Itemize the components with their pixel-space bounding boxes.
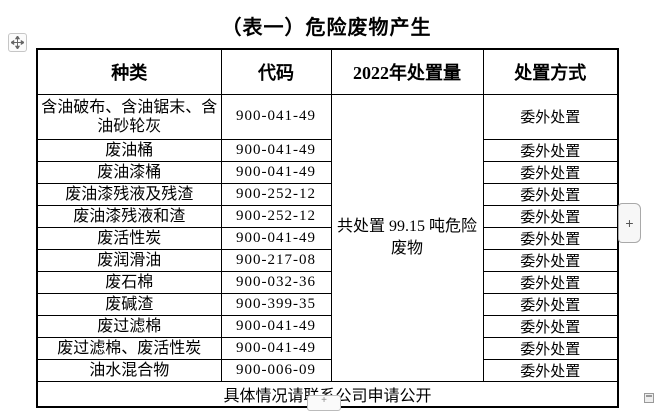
code-cell[interactable]: 900-041-49 <box>220 160 332 184</box>
method-cell[interactable]: 委外处置 <box>482 292 619 316</box>
method-cell[interactable]: 委外处置 <box>482 93 619 140</box>
table-move-handle[interactable] <box>8 33 27 52</box>
type-cell[interactable]: 废油桶 <box>36 138 222 162</box>
table-header-row: 种类 代码 2022年处置量 处置方式 <box>36 48 619 95</box>
type-cell[interactable]: 废油漆桶 <box>36 160 222 184</box>
type-cell[interactable]: 废油漆残液和渣 <box>36 204 222 228</box>
table-row: 废油漆残液及残渣 900-252-12 委外处置 <box>36 182 619 206</box>
type-cell[interactable]: 油水混合物 <box>36 358 222 382</box>
resize-grip-icon[interactable] <box>644 393 654 403</box>
code-cell[interactable]: 900-032-36 <box>220 270 332 294</box>
code-cell[interactable]: 900-006-09 <box>220 358 332 382</box>
table-row: 废油漆桶 900-041-49 委外处置 <box>36 160 619 184</box>
method-cell[interactable]: 委外处置 <box>482 182 619 206</box>
code-cell[interactable]: 900-217-08 <box>220 248 332 272</box>
header-method[interactable]: 处置方式 <box>482 48 619 95</box>
header-type[interactable]: 种类 <box>36 48 222 95</box>
table-row: 废油漆残液和渣 900-252-12 委外处置 <box>36 204 619 228</box>
code-cell[interactable]: 900-252-12 <box>220 182 332 206</box>
method-cell[interactable]: 委外处置 <box>482 226 619 250</box>
table-row: 废石棉 900-032-36 委外处置 <box>36 270 619 294</box>
insert-column-button[interactable]: + <box>618 203 641 243</box>
code-cell[interactable]: 900-041-49 <box>220 226 332 250</box>
page-title[interactable]: （表一）危险废物产生 <box>221 17 432 39</box>
type-cell[interactable]: 废润滑油 <box>36 248 222 272</box>
table-row: 废活性炭 900-041-49 委外处置 <box>36 226 619 250</box>
code-cell[interactable]: 900-041-49 <box>220 93 332 140</box>
code-cell[interactable]: 900-041-49 <box>220 336 332 360</box>
type-cell[interactable]: 废过滤棉 <box>36 314 222 338</box>
type-cell[interactable]: 废过滤棉、废活性炭 <box>36 336 222 360</box>
method-cell[interactable]: 委外处置 <box>482 336 619 360</box>
header-code[interactable]: 代码 <box>220 48 332 95</box>
type-cell[interactable]: 废石棉 <box>36 270 222 294</box>
code-cell[interactable]: 900-041-49 <box>220 138 332 162</box>
table-row: 油水混合物 900-006-09 委外处置 <box>36 358 619 382</box>
disposal-total-cell[interactable]: 共处置 99.15 吨危险废物 <box>330 93 484 382</box>
hazardous-waste-table: 种类 代码 2022年处置量 处置方式 含油破布、含油锯末、含油砂轮灰 900-… <box>36 48 619 408</box>
method-cell[interactable]: 委外处置 <box>482 270 619 294</box>
method-cell[interactable]: 委外处置 <box>482 138 619 162</box>
move-icon <box>11 36 24 49</box>
method-cell[interactable]: 委外处置 <box>482 358 619 382</box>
type-cell[interactable]: 废活性炭 <box>36 226 222 250</box>
method-cell[interactable]: 委外处置 <box>482 248 619 272</box>
type-cell[interactable]: 含油破布、含油锯末、含油砂轮灰 <box>36 93 222 140</box>
code-cell[interactable]: 900-399-35 <box>220 292 332 316</box>
table-row: 废油桶 900-041-49 委外处置 <box>36 138 619 162</box>
table-row: 废碱渣 900-399-35 委外处置 <box>36 292 619 316</box>
method-cell[interactable]: 委外处置 <box>482 314 619 338</box>
table-row: 废润滑油 900-217-08 委外处置 <box>36 248 619 272</box>
table-row: 废过滤棉 900-041-49 委外处置 <box>36 314 619 338</box>
type-cell[interactable]: 废油漆残液及残渣 <box>36 182 222 206</box>
type-cell[interactable]: 废碱渣 <box>36 292 222 316</box>
insert-row-button[interactable]: + <box>307 395 341 411</box>
code-cell[interactable]: 900-041-49 <box>220 314 332 338</box>
table-row: 废过滤棉、废活性炭 900-041-49 委外处置 <box>36 336 619 360</box>
table-row: 含油破布、含油锯末、含油砂轮灰 900-041-49 共处置 99.15 吨危险… <box>36 93 619 382</box>
header-amount[interactable]: 2022年处置量 <box>330 48 484 95</box>
method-cell[interactable]: 委外处置 <box>482 204 619 228</box>
code-cell[interactable]: 900-252-12 <box>220 204 332 228</box>
method-cell[interactable]: 委外处置 <box>482 160 619 184</box>
